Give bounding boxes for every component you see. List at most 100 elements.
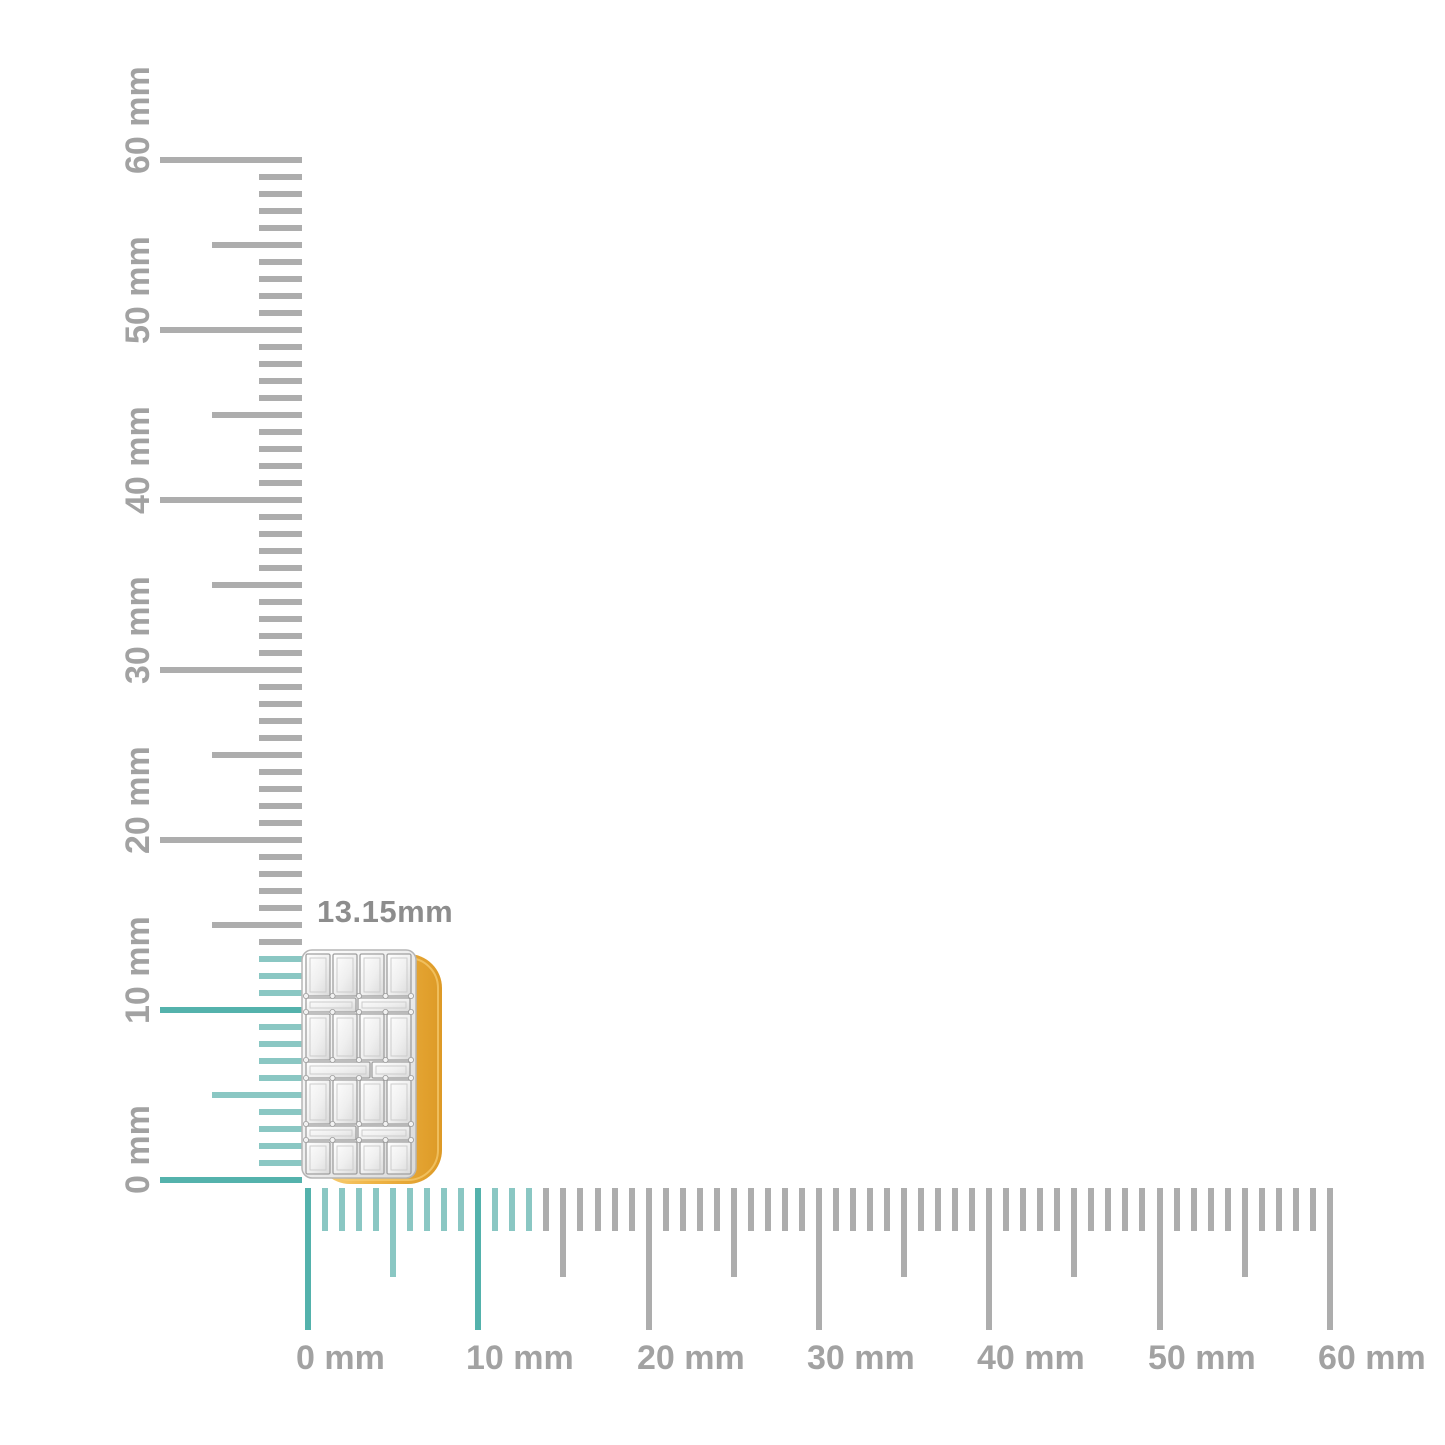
ruler-tick [259,769,302,775]
ruler-tick [259,888,302,894]
ruler-tick [833,1188,839,1231]
ruler-tick [259,701,302,707]
ruler-tick [259,684,302,690]
ruler-tick [935,1188,941,1231]
ruler-tick [212,922,302,928]
ruler-tick [259,820,302,826]
ruler-tick [259,463,302,469]
ruler-tick [259,395,302,401]
ruler-tick [884,1188,890,1231]
ruler-tick [799,1188,805,1231]
ruler-tick [160,497,302,503]
ruler-tick [867,1188,873,1231]
ruler-tick [1191,1188,1197,1231]
ruler-label: 20 mm [119,746,157,854]
ruler-tick [259,650,302,656]
ruler-tick [1242,1188,1248,1277]
ruler-tick [646,1188,652,1330]
ruler-tick [259,956,302,962]
ruler-tick [1037,1188,1043,1231]
ruler-tick [1020,1188,1026,1231]
ruler-tick [259,293,302,299]
ruler-tick [424,1188,430,1231]
ruler-label: 50 mm [1148,1339,1256,1377]
ruler-tick [259,429,302,435]
ruler-tick [259,1126,302,1132]
ruler-tick [259,565,302,571]
ruler-tick [782,1188,788,1231]
ruler-tick [577,1188,583,1231]
ruler-tick [407,1188,413,1231]
earring-image [301,949,442,1184]
ruler-tick [969,1188,975,1231]
ruler-tick [259,548,302,554]
ruler-tick [259,854,302,860]
ruler-label: 40 mm [977,1339,1085,1377]
ruler-tick [748,1188,754,1231]
ruler-tick [1174,1188,1180,1231]
ruler-tick [160,1177,302,1183]
ruler-tick [160,667,302,673]
ruler-tick [1122,1188,1128,1231]
ruler-label: 10 mm [466,1339,574,1377]
ruler-tick [212,242,302,248]
ruler-tick [560,1188,566,1277]
ruler-tick [1071,1188,1077,1277]
ruler-tick [259,310,302,316]
ruler-tick [390,1188,396,1277]
ruler-tick [259,871,302,877]
ruler-tick [1327,1188,1333,1330]
ruler-tick [259,276,302,282]
ruler-tick [259,191,302,197]
ruler-tick [259,599,302,605]
ruler-tick [612,1188,618,1231]
ruler-tick [1259,1188,1265,1231]
ruler-tick [259,905,302,911]
ruler-tick [1225,1188,1231,1231]
ruler-tick [526,1188,532,1231]
ruler-tick [259,1109,302,1115]
ruler-tick [663,1188,669,1231]
ruler-label: 50 mm [119,236,157,344]
ruler-tick [259,1160,302,1166]
ruler-tick [595,1188,601,1231]
ruler-tick [1276,1188,1282,1231]
ruler-tick [259,361,302,367]
ruler-tick [458,1188,464,1231]
ruler-tick [259,514,302,520]
ruler-tick [1157,1188,1163,1330]
ruler-tick [259,1143,302,1149]
ruler-tick [1003,1188,1009,1231]
ruler-tick [212,582,302,588]
ruler-tick [1088,1188,1094,1231]
ruler-tick [259,378,302,384]
ruler-tick [212,412,302,418]
ruler-label: 60 mm [1318,1339,1426,1377]
ruler-tick [714,1188,720,1231]
ruler-tick [543,1188,549,1231]
ruler-tick [259,1024,302,1030]
ruler-tick [475,1188,481,1330]
ruler-tick [259,531,302,537]
ruler-tick [952,1188,958,1231]
ruler-tick [986,1188,992,1330]
ruler-tick [918,1188,924,1231]
ruler-label: 10 mm [119,916,157,1024]
ruler-tick [259,344,302,350]
ruler-label: 40 mm [119,406,157,514]
ruler-tick [697,1188,703,1231]
ruler-tick [373,1188,379,1231]
earring-diamond-face [301,949,417,1179]
measurement-label: 13.15mm [317,894,454,929]
ruler-tick [259,174,302,180]
ruler-tick [160,157,302,163]
ruler-tick [765,1188,771,1231]
ruler-tick [259,1058,302,1064]
ruler-tick [816,1188,822,1330]
ruler-tick [259,446,302,452]
ruler-label: 30 mm [119,576,157,684]
ruler-tick [509,1188,515,1231]
ruler-tick [1105,1188,1111,1231]
